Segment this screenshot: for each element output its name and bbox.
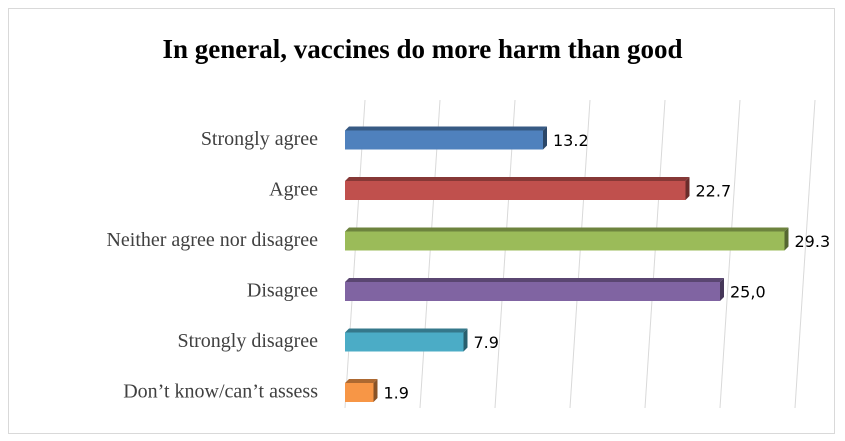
- category-label: Strongly disagree: [177, 330, 318, 352]
- category-label: Disagree: [247, 280, 318, 302]
- bar: [345, 332, 464, 352]
- bar: [345, 383, 374, 402]
- gridline: [494, 99, 516, 409]
- gridlines: [344, 99, 816, 409]
- bar-side: [784, 227, 789, 251]
- chart-frame: [8, 8, 835, 434]
- category-labels: Strongly agree Agree Neither agree nor dis…: [106, 128, 318, 403]
- bar-top: [345, 227, 789, 232]
- gridline: [719, 99, 741, 409]
- chart-title: In general, vaccines do more harm than g…: [162, 34, 683, 64]
- bar-side: [720, 278, 724, 301]
- category-label: Neither agree nor disagree: [106, 229, 318, 251]
- bar-top: [345, 126, 547, 131]
- bar-side: [373, 379, 378, 402]
- bar-top: [345, 177, 690, 181]
- bar-top: [345, 328, 468, 333]
- category-label: Agree: [269, 179, 318, 201]
- value-label: 1.9: [384, 384, 409, 403]
- value-label: 25,0: [730, 283, 766, 302]
- bar: [345, 130, 543, 150]
- value-label: 22.7: [696, 182, 732, 201]
- value-label: 29.3: [795, 232, 831, 251]
- gridline: [644, 99, 666, 409]
- gridline: [419, 99, 441, 409]
- gridline: [794, 99, 816, 409]
- category-label: Strongly agree: [201, 128, 318, 150]
- bar-top: [345, 379, 378, 383]
- value-label: 13.2: [553, 131, 589, 150]
- bar-side: [543, 126, 547, 150]
- category-label: Don’t know/can’t assess: [123, 381, 318, 403]
- gridline: [569, 99, 591, 409]
- bar-side: [685, 177, 690, 200]
- value-labels: 13.2 22.7 29.3 25,0 7.9 1.9: [384, 131, 831, 403]
- bar: [345, 231, 785, 251]
- value-label: 7.9: [474, 333, 499, 352]
- bars: [345, 126, 789, 402]
- gridline: [344, 99, 366, 409]
- bar-side: [463, 328, 468, 352]
- bar: [345, 282, 720, 301]
- bar: [345, 181, 686, 200]
- bar-top: [345, 278, 724, 282]
